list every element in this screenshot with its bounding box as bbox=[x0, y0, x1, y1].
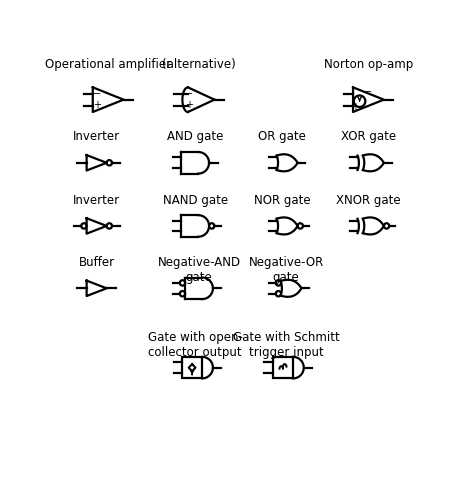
Text: Buffer: Buffer bbox=[79, 256, 115, 269]
Bar bbox=[273, 357, 293, 378]
Text: +: + bbox=[185, 100, 193, 110]
Text: XOR gate: XOR gate bbox=[341, 131, 396, 143]
Text: (alternative): (alternative) bbox=[162, 58, 236, 71]
Text: Operational amplifier: Operational amplifier bbox=[45, 58, 171, 71]
Text: NAND gate: NAND gate bbox=[163, 194, 228, 207]
Text: AND gate: AND gate bbox=[167, 131, 223, 143]
Text: Norton op-amp: Norton op-amp bbox=[324, 58, 413, 71]
Text: Negative-AND
gate: Negative-AND gate bbox=[157, 256, 241, 284]
Text: −: − bbox=[364, 87, 372, 97]
Text: Gate with open-
collector output: Gate with open- collector output bbox=[148, 331, 243, 359]
Text: XNOR gate: XNOR gate bbox=[336, 194, 401, 207]
Text: NOR gate: NOR gate bbox=[254, 194, 310, 207]
Text: +: + bbox=[351, 102, 359, 112]
Text: −: − bbox=[92, 89, 100, 99]
Bar bbox=[182, 357, 202, 378]
Text: Inverter: Inverter bbox=[73, 194, 120, 207]
Text: −: − bbox=[185, 89, 193, 99]
Text: OR gate: OR gate bbox=[258, 131, 306, 143]
Text: +: + bbox=[92, 100, 100, 110]
Text: Negative-OR
gate: Negative-OR gate bbox=[248, 256, 324, 284]
Text: Inverter: Inverter bbox=[73, 131, 120, 143]
Text: Gate with Schmitt
trigger input: Gate with Schmitt trigger input bbox=[233, 331, 339, 359]
